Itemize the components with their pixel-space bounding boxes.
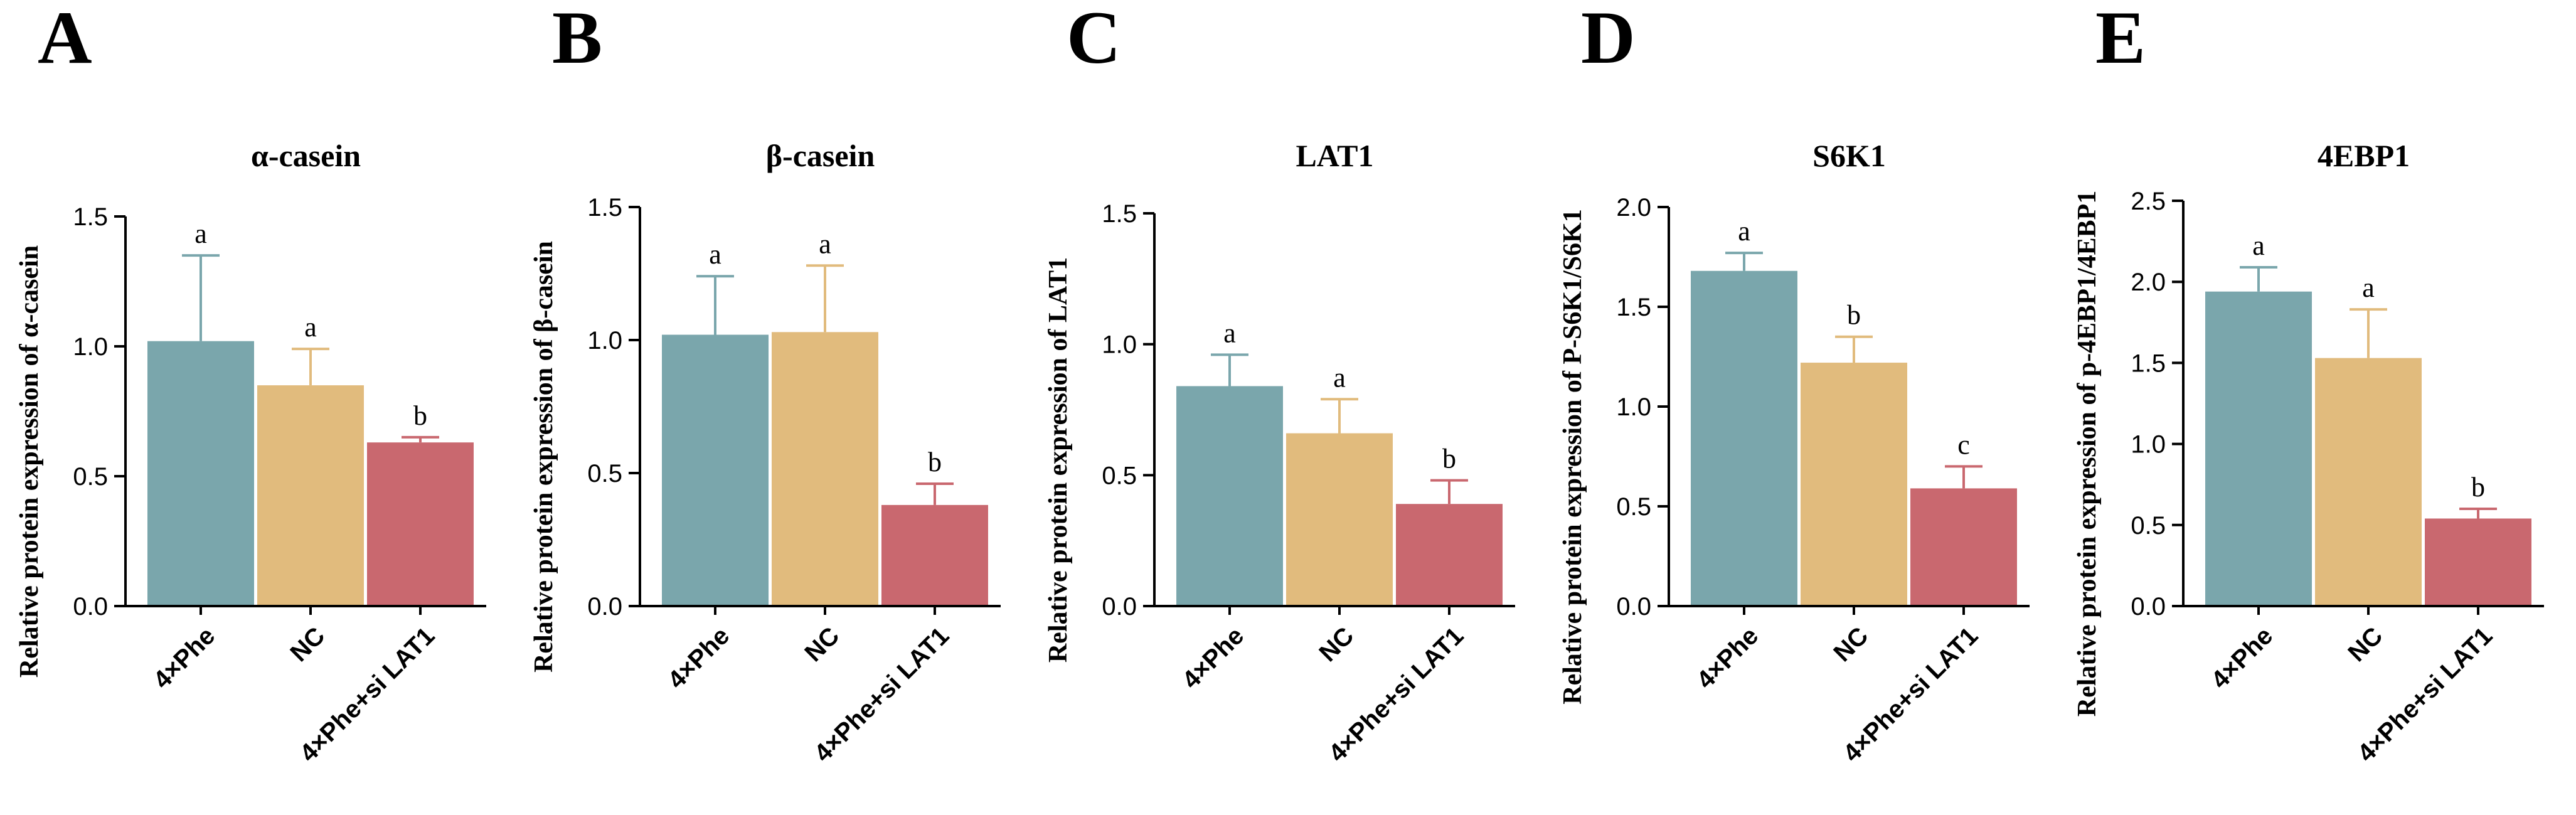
x-tick-label-1: 4×Phe <box>1691 622 1764 694</box>
chart-panel-b: Bβ-casein Relative protein expression of … <box>530 0 1001 767</box>
x-tick-label-1: 4×Phe <box>2206 622 2278 694</box>
chart-panel-e: E 4EBP1 Relative protein expression of p-4… <box>2073 0 2544 767</box>
bar-3 <box>1910 488 2017 606</box>
y-tick-label-2: 0.5 <box>1102 462 1137 489</box>
chart-title: 4EBP1 <box>2318 138 2410 173</box>
bar-3 <box>881 504 988 606</box>
y-tick-label-1: 0.0 <box>1616 593 1651 621</box>
bar-2 <box>1286 433 1393 606</box>
x-tick-label-1: 4×Phe <box>148 622 220 694</box>
chart-title: S6K1 <box>1812 138 1886 173</box>
significance-label-3: b <box>1442 444 1456 474</box>
bar-1 <box>1176 386 1283 606</box>
bar-3 <box>367 442 474 606</box>
significance-label-2: b <box>1847 300 1861 331</box>
significance-label-2: a <box>304 312 317 343</box>
y-tick-label-4: 1.5 <box>1102 200 1137 228</box>
panel-letter: A <box>38 0 92 79</box>
significance-label-1: a <box>194 218 207 249</box>
y-tick-label-1: 0.0 <box>73 593 108 621</box>
significance-label-1: a <box>709 239 721 270</box>
chart-panel-d: D S6K1 Relative protein expression of P-S6… <box>1558 0 2030 767</box>
bar-3 <box>2425 518 2531 606</box>
y-tick-label-2: 0.5 <box>73 463 108 491</box>
panel-letter: C <box>1067 0 1121 79</box>
bar-2 <box>1801 363 1907 606</box>
y-axis-label: Relative protein expression of LAT1 <box>1044 257 1073 663</box>
y-tick-label-1: 0.0 <box>2131 593 2166 621</box>
x-tick-label-2: NC <box>1828 622 1873 667</box>
chart-panel-a: Aα-casein Relative protein expression of … <box>15 0 486 767</box>
significance-label-3: b <box>413 400 427 431</box>
y-tick-label-2: 0.5 <box>587 460 622 487</box>
y-tick-label-2: 0.5 <box>2131 512 2166 540</box>
y-tick-label-5: 2.0 <box>1616 194 1651 221</box>
significance-label-3: b <box>2471 472 2485 503</box>
y-tick-label-3: 1.0 <box>1102 331 1137 359</box>
significance-label-3: b <box>928 447 942 477</box>
bar-3 <box>1396 504 1503 606</box>
chart-title: β-casein <box>766 138 875 173</box>
y-tick-label-3: 1.0 <box>1616 393 1651 421</box>
x-tick-label-2: NC <box>799 622 844 667</box>
y-axis-label: Relative protein expression of α-casein <box>15 245 44 678</box>
significance-label-3: c <box>1957 429 1970 460</box>
x-tick-label-1: 4×Phe <box>663 622 735 694</box>
y-axis-label: Relative protein expression of β-casein <box>530 241 558 673</box>
chart-title: α-casein <box>251 138 361 173</box>
bar-1 <box>147 341 254 606</box>
y-tick-label-4: 1.5 <box>2131 349 2166 377</box>
y-tick-label-2: 0.5 <box>1616 493 1651 521</box>
y-tick-label-4: 1.5 <box>587 194 622 221</box>
panel-letter: D <box>1581 0 1636 79</box>
y-tick-label-3: 1.0 <box>2131 431 2166 459</box>
significance-label-2: a <box>1333 362 1346 393</box>
x-tick-label-1: 4×Phe <box>1177 622 1249 694</box>
y-tick-label-4: 1.5 <box>73 203 108 231</box>
y-axis-label: Relative protein expression of p-4EBP1/4… <box>2073 191 2102 716</box>
significance-label-2: a <box>2362 272 2375 303</box>
bar-2 <box>2315 358 2422 606</box>
bar-2 <box>257 385 364 606</box>
bar-1 <box>662 334 769 606</box>
chart-title: LAT1 <box>1296 138 1373 173</box>
x-tick-label-2: NC <box>2343 622 2388 667</box>
y-tick-label-4: 1.5 <box>1616 294 1651 321</box>
y-tick-label-3: 1.0 <box>587 327 622 354</box>
y-tick-label-1: 0.0 <box>587 593 622 621</box>
x-tick-label-2: NC <box>285 622 330 667</box>
panel-letter: E <box>2095 0 2146 79</box>
significance-label-1: a <box>1223 317 1236 348</box>
chart-panel-c: C LAT1 Relative protein expression of LAT1… <box>1044 0 1515 767</box>
significance-label-2: a <box>819 228 831 259</box>
x-tick-label-2: NC <box>1314 622 1359 667</box>
bar-1 <box>2205 291 2312 606</box>
bar-1 <box>1691 270 1797 606</box>
y-tick-label-3: 1.0 <box>73 333 108 361</box>
y-axis-label: Relative protein expression of P-S6K1/S6… <box>1558 209 1587 704</box>
panel-letter: B <box>552 0 602 79</box>
bar-2 <box>772 332 878 606</box>
significance-label-1: a <box>1738 216 1750 247</box>
y-tick-label-6: 2.5 <box>2131 188 2166 215</box>
significance-label-1: a <box>2252 230 2265 261</box>
y-tick-label-5: 2.0 <box>2131 269 2166 296</box>
y-tick-label-1: 0.0 <box>1102 593 1137 621</box>
